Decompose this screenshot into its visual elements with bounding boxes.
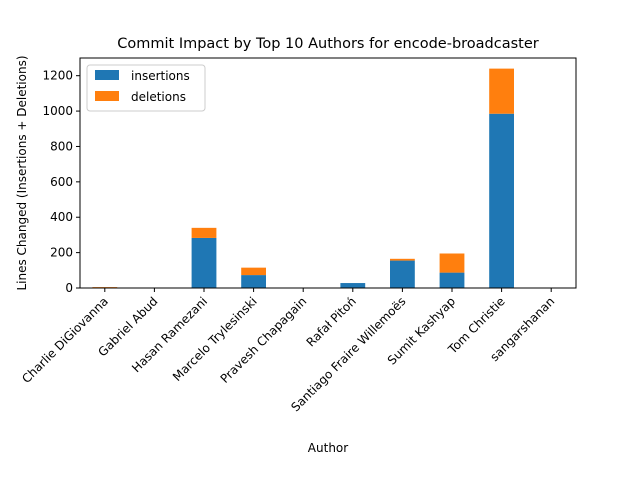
y-axis: 0 200 400 600 800 1000 1200	[42, 69, 80, 295]
legend-label-insertions: insertions	[131, 69, 190, 83]
legend-swatch-insertions	[95, 70, 119, 80]
legend-swatch-deletions	[95, 91, 119, 101]
y-tick-label: 200	[50, 246, 73, 260]
x-tick-label: Charlie DiGiovanna	[19, 294, 111, 386]
chart-title: Commit Impact by Top 10 Authors for enco…	[117, 36, 539, 52]
legend: insertions deletions	[87, 65, 205, 111]
bar-insertions-5	[340, 283, 365, 288]
y-tick-label: 400	[50, 210, 73, 224]
x-tick-label: Pravesh Chapagain	[218, 294, 310, 386]
bar-insertions-8	[489, 114, 514, 288]
y-axis-label: Lines Changed (Insertions + Deletions)	[15, 55, 29, 290]
y-tick-label: 800	[50, 139, 73, 153]
bar-insertions-6	[390, 261, 415, 288]
bar-deletions-7	[440, 254, 465, 273]
bar-deletions-3	[241, 268, 266, 275]
y-tick-label: 1000	[42, 104, 73, 118]
bar-deletions-8	[489, 69, 514, 114]
bar-insertions-7	[440, 273, 465, 288]
bar-insertions-2	[192, 238, 217, 288]
x-axis-label: Author	[308, 441, 348, 455]
bar-deletions-2	[192, 228, 217, 238]
bar-insertions-3	[241, 275, 266, 288]
y-tick-label: 0	[65, 281, 73, 295]
legend-label-deletions: deletions	[131, 90, 186, 104]
y-tick-label: 600	[50, 175, 73, 189]
y-tick-label: 1200	[42, 69, 73, 83]
x-tick-label: Marcelo Trylesinski	[170, 294, 260, 384]
bar-deletions-6	[390, 259, 415, 261]
